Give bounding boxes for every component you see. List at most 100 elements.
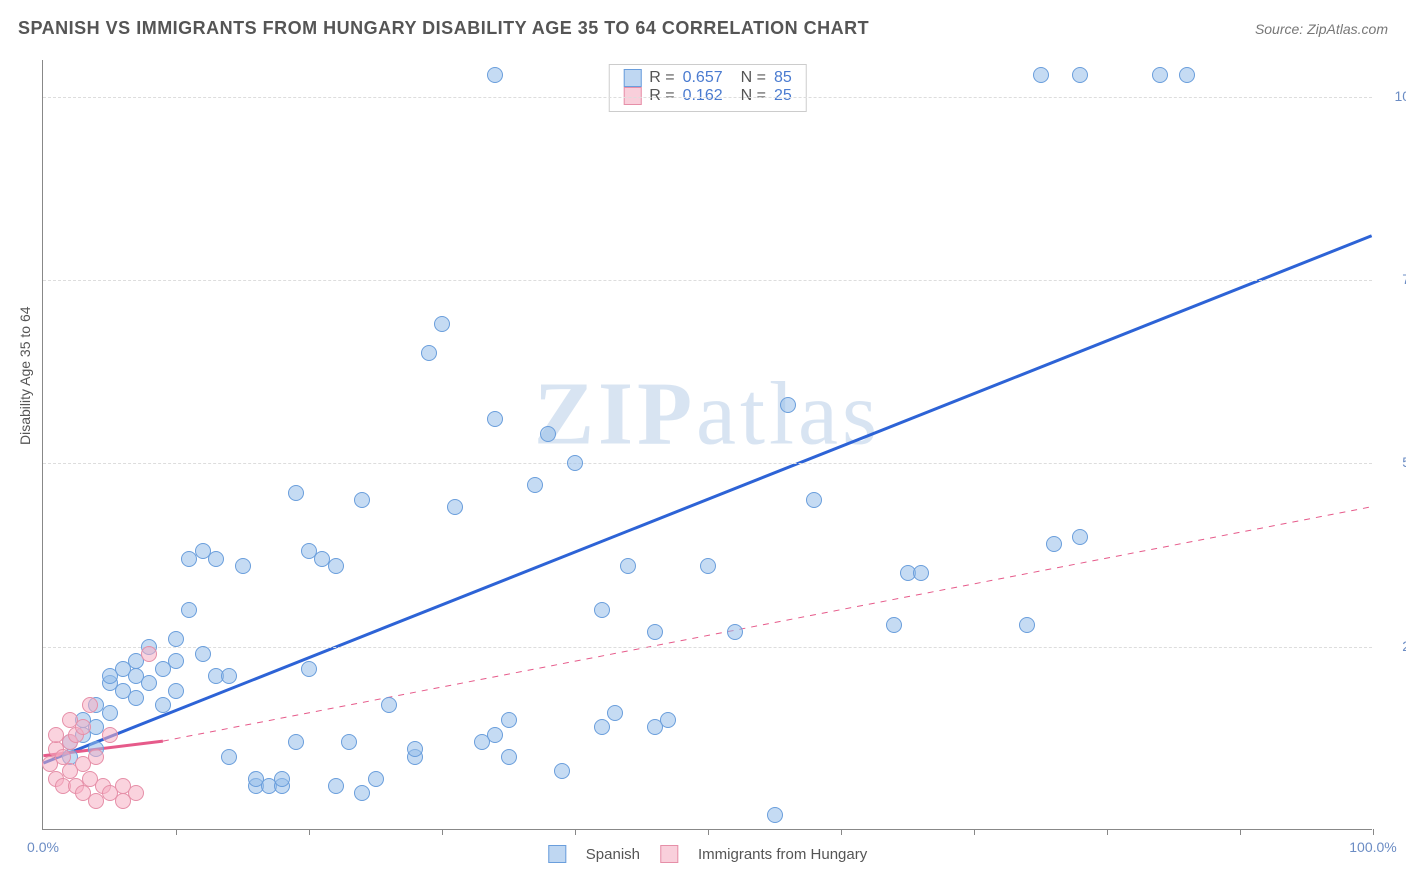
x-tick-label: 100.0%	[1349, 839, 1396, 855]
x-tick	[1107, 829, 1108, 835]
data-point-spanish	[1046, 536, 1062, 552]
data-point-spanish	[487, 67, 503, 83]
data-point-spanish	[620, 558, 636, 574]
y-axis-title: Disability Age 35 to 64	[17, 306, 33, 445]
y-tick-label: 50.0%	[1402, 454, 1406, 470]
x-tick	[974, 829, 975, 835]
data-point-spanish	[368, 771, 384, 787]
data-point-spanish	[407, 741, 423, 757]
data-point-spanish	[341, 734, 357, 750]
data-point-spanish	[1152, 67, 1168, 83]
data-point-spanish	[208, 551, 224, 567]
watermark-atlas: atlas	[696, 364, 881, 463]
data-point-spanish	[1072, 529, 1088, 545]
legend-series: Spanish Immigrants from Hungary	[548, 845, 867, 863]
data-point-spanish	[554, 763, 570, 779]
data-point-spanish	[727, 624, 743, 640]
data-point-spanish	[806, 492, 822, 508]
x-tick	[442, 829, 443, 835]
data-point-spanish	[660, 712, 676, 728]
data-point-spanish	[168, 683, 184, 699]
legend-label-hungary: Immigrants from Hungary	[698, 846, 867, 863]
data-point-spanish	[607, 705, 623, 721]
data-point-spanish	[540, 426, 556, 442]
swatch-hungary-icon	[660, 845, 678, 863]
data-point-spanish	[594, 719, 610, 735]
data-point-spanish	[221, 668, 237, 684]
data-point-spanish	[168, 653, 184, 669]
data-point-spanish	[421, 345, 437, 361]
x-tick	[708, 829, 709, 835]
source-label: Source:	[1255, 21, 1303, 37]
data-point-hungary	[88, 749, 104, 765]
data-point-hungary	[82, 697, 98, 713]
data-point-spanish	[501, 712, 517, 728]
x-tick-label: 0.0%	[27, 839, 59, 855]
data-point-spanish	[141, 675, 157, 691]
source: Source: ZipAtlas.com	[1255, 21, 1388, 37]
data-point-spanish	[181, 602, 197, 618]
n-label: N =	[741, 69, 766, 87]
x-tick	[309, 829, 310, 835]
x-tick	[1373, 829, 1374, 835]
y-tick-label: 75.0%	[1402, 271, 1406, 287]
data-point-spanish	[487, 727, 503, 743]
gridline	[43, 97, 1372, 98]
y-tick-label: 25.0%	[1402, 638, 1406, 654]
data-point-spanish	[447, 499, 463, 515]
data-point-spanish	[434, 316, 450, 332]
data-point-spanish	[328, 778, 344, 794]
data-point-spanish	[647, 624, 663, 640]
data-point-spanish	[886, 617, 902, 633]
header: SPANISH VS IMMIGRANTS FROM HUNGARY DISAB…	[18, 18, 1388, 39]
data-point-spanish	[1072, 67, 1088, 83]
data-point-spanish	[354, 785, 370, 801]
data-point-spanish	[288, 485, 304, 501]
data-point-spanish	[155, 697, 171, 713]
x-tick	[176, 829, 177, 835]
data-point-spanish	[128, 690, 144, 706]
data-point-spanish	[527, 477, 543, 493]
data-point-spanish	[780, 397, 796, 413]
trend-lines	[43, 60, 1372, 829]
r-value-spanish: 0.657	[683, 69, 723, 87]
data-point-hungary	[102, 727, 118, 743]
plot-area: ZIPatlas Disability Age 35 to 64 R = 0.6…	[42, 60, 1372, 830]
legend-stats: R = 0.657 N = 85 R = 0.162 N = 25	[608, 64, 807, 112]
data-point-spanish	[501, 749, 517, 765]
data-point-spanish	[221, 749, 237, 765]
data-point-spanish	[288, 734, 304, 750]
legend-stats-row-spanish: R = 0.657 N = 85	[623, 69, 792, 87]
data-point-hungary	[128, 785, 144, 801]
x-tick	[841, 829, 842, 835]
data-point-spanish	[700, 558, 716, 574]
n-value-spanish: 85	[774, 69, 792, 87]
r-label: R =	[649, 69, 674, 87]
data-point-spanish	[1019, 617, 1035, 633]
data-point-spanish	[301, 661, 317, 677]
chart-title: SPANISH VS IMMIGRANTS FROM HUNGARY DISAB…	[18, 18, 869, 39]
data-point-hungary	[75, 719, 91, 735]
swatch-spanish-icon	[548, 845, 566, 863]
data-point-spanish	[567, 455, 583, 471]
watermark: ZIPatlas	[534, 362, 881, 465]
data-point-hungary	[55, 749, 71, 765]
data-point-hungary	[141, 646, 157, 662]
swatch-spanish-icon	[623, 69, 641, 87]
data-point-spanish	[328, 558, 344, 574]
chart-container: SPANISH VS IMMIGRANTS FROM HUNGARY DISAB…	[0, 0, 1406, 892]
data-point-spanish	[594, 602, 610, 618]
data-point-spanish	[913, 565, 929, 581]
data-point-spanish	[354, 492, 370, 508]
gridline	[43, 647, 1372, 648]
x-tick	[1240, 829, 1241, 835]
data-point-spanish	[235, 558, 251, 574]
data-point-spanish	[168, 631, 184, 647]
data-point-spanish	[1033, 67, 1049, 83]
legend-label-spanish: Spanish	[586, 846, 640, 863]
data-point-spanish	[195, 646, 211, 662]
source-link[interactable]: ZipAtlas.com	[1307, 21, 1388, 37]
x-tick	[575, 829, 576, 835]
gridline	[43, 463, 1372, 464]
data-point-spanish	[487, 411, 503, 427]
